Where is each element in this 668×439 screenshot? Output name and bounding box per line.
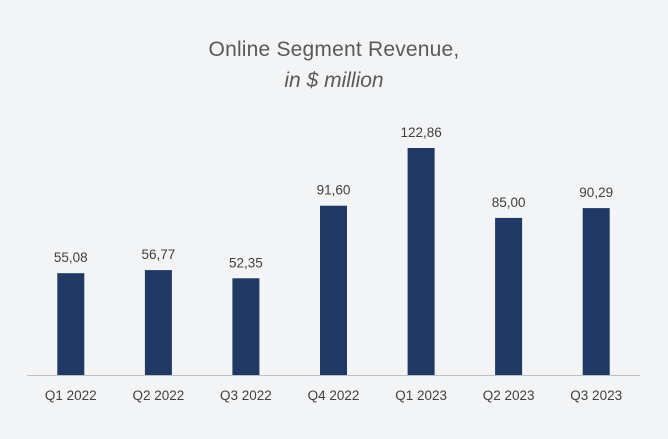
bar-q2-2023: [495, 217, 523, 375]
x-tick-label: Q1 2023: [395, 388, 447, 403]
chart-title: Online Segment Revenue,: [208, 38, 460, 61]
value-label: 55,08: [54, 250, 88, 265]
value-label: 85,00: [492, 195, 526, 210]
value-label: 122,86: [400, 125, 441, 140]
x-tick-label: Q2 2022: [133, 388, 185, 403]
x-tick-label: Q4 2022: [308, 388, 360, 403]
x-tick-label: Q2 2023: [483, 388, 535, 403]
x-tick-label: Q3 2022: [220, 388, 272, 403]
bar-q1-2023: [407, 148, 435, 375]
bar-q3-2022: [232, 278, 260, 375]
bar-q1-2022: [57, 273, 85, 375]
value-label: 56,77: [142, 247, 176, 262]
bar-q3-2023: [582, 208, 610, 375]
bar-q2-2022: [144, 270, 172, 375]
value-label: 52,35: [229, 255, 263, 270]
bar-q4-2022: [320, 205, 347, 375]
x-tick-label: Q3 2023: [570, 388, 622, 403]
value-label: 90,29: [579, 185, 613, 200]
value-label: 91,60: [317, 183, 351, 198]
chart-subtitle: in $ million: [284, 69, 384, 92]
x-tick-label: Q1 2022: [45, 388, 97, 403]
